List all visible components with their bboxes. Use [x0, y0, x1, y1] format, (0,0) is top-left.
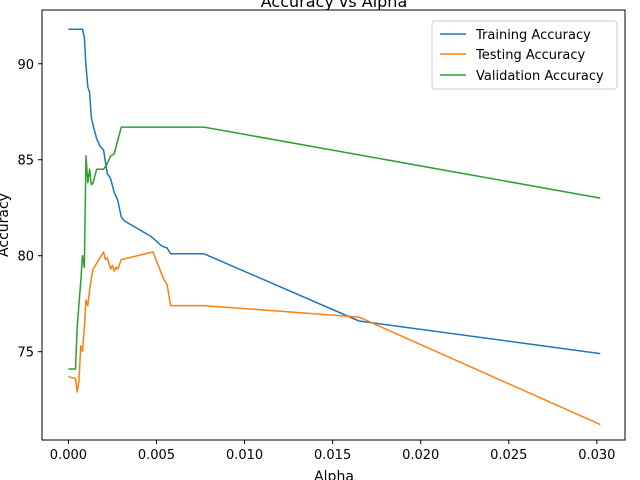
legend-label-testing: Testing Accuracy	[475, 48, 585, 63]
axis-ticks: 0.000 0.005 0.010 0.015 0.020 0.025 0.030 75 80 8…	[17, 58, 615, 463]
legend-label-training: Training Accuracy	[475, 28, 591, 43]
x-tick-label: 0.015	[314, 448, 351, 463]
y-tick-label: 80	[17, 250, 34, 265]
x-tick-label: 0.025	[490, 448, 527, 463]
x-tick-label: 0.010	[226, 448, 263, 463]
x-tick-label: 0.020	[402, 448, 439, 463]
y-tick-label: 90	[17, 58, 34, 73]
y-tick-label: 85	[17, 154, 34, 169]
series-lines	[68, 28, 601, 426]
y-axis-title: Accuracy	[0, 193, 12, 257]
plot-frame	[41, 9, 626, 441]
series-line-training-accuracy	[68, 28, 601, 355]
x-axis-title: Alpha	[314, 469, 354, 480]
y-tick-label: 75	[17, 346, 34, 361]
chart-title: Accuracy vs Alpha	[261, 0, 408, 11]
x-tick-label: 0.000	[50, 448, 87, 463]
series-line-testing-accuracy	[68, 251, 601, 426]
series-line-validation-accuracy	[68, 126, 601, 370]
legend-box	[431, 20, 618, 90]
legend-label-validation: Validation Accuracy	[476, 69, 604, 84]
x-tick-label: 0.005	[138, 448, 175, 463]
legend: Training Accuracy Testing Accuracy Valid…	[431, 20, 618, 90]
x-tick-label: 0.030	[578, 448, 615, 463]
